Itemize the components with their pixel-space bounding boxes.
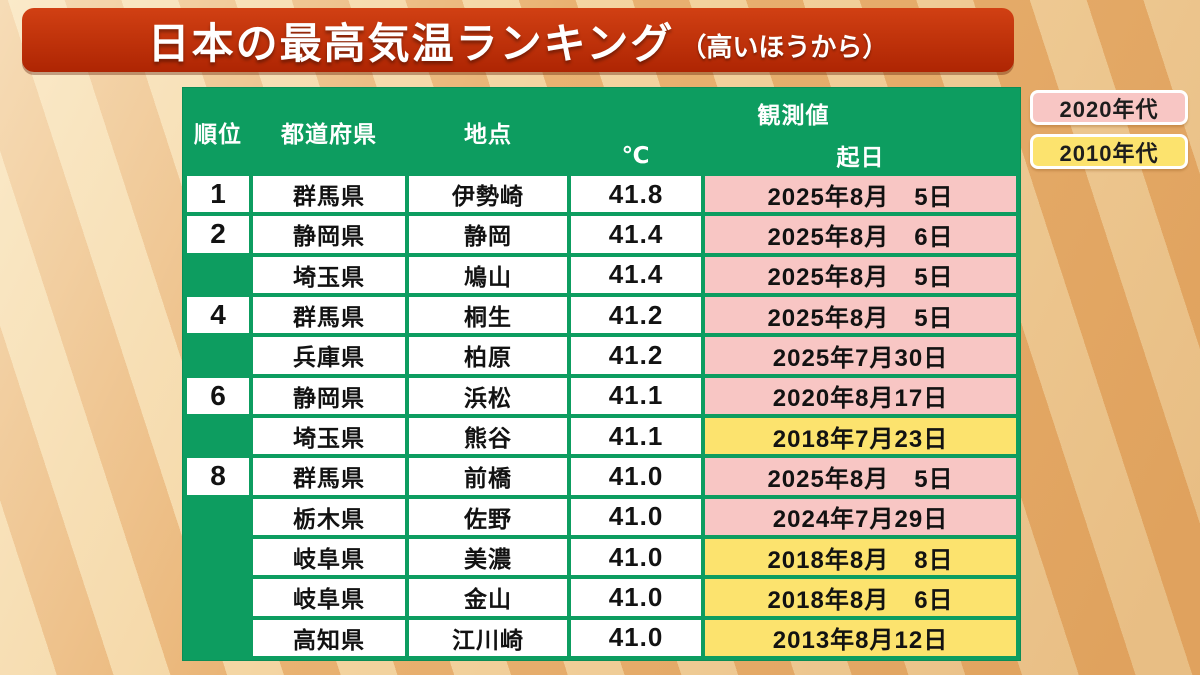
page-title: 日本の最高気温ランキング bbox=[147, 19, 675, 67]
cell-temp: 41.0 bbox=[571, 538, 701, 576]
cell-location: 美濃 bbox=[409, 538, 567, 576]
table-row: 4 群馬県 桐生 41.2 2025年8月 5日 bbox=[187, 296, 1016, 334]
table-row: 埼玉県 熊谷 41.1 2018年7月23日 bbox=[187, 417, 1016, 455]
cell-temp: 41.0 bbox=[571, 498, 701, 535]
header-prefecture: 都道府県 bbox=[253, 92, 405, 172]
cell-date: 2018年8月 6日 bbox=[705, 579, 1016, 616]
ranking-table-container: 順位 都道府県 地点 観測値 ℃ 起日 1 群馬県 伊勢崎 41.8 2025年8月 5… bbox=[183, 88, 1020, 660]
cell-temp: 41.4 bbox=[571, 216, 701, 253]
cell-prefecture: 静岡県 bbox=[253, 377, 405, 414]
cell-temp: 41.4 bbox=[571, 256, 701, 293]
cell-rank bbox=[187, 337, 249, 374]
cell-prefecture: 静岡県 bbox=[253, 216, 405, 253]
cell-temp: 41.1 bbox=[571, 417, 701, 455]
cell-rank bbox=[187, 538, 249, 576]
cell-rank bbox=[187, 256, 249, 293]
cell-rank: 8 bbox=[187, 458, 249, 495]
cell-temp: 41.0 bbox=[571, 579, 701, 616]
table-row: 栃木県 佐野 41.0 2024年7月29日 bbox=[187, 498, 1016, 535]
cell-prefecture: 群馬県 bbox=[253, 296, 405, 334]
cell-location: 前橋 bbox=[409, 458, 567, 495]
cell-rank bbox=[187, 498, 249, 535]
cell-date: 2025年8月 5日 bbox=[705, 458, 1016, 495]
cell-rank: 1 bbox=[187, 176, 249, 213]
cell-temp: 41.8 bbox=[571, 176, 701, 213]
cell-prefecture: 岐阜県 bbox=[253, 579, 405, 616]
cell-location: 浜松 bbox=[409, 377, 567, 414]
table-body: 1 群馬県 伊勢崎 41.8 2025年8月 5日 2 静岡県 静岡 41.4 2025年8月 6… bbox=[187, 176, 1016, 656]
cell-prefecture: 岐阜県 bbox=[253, 538, 405, 576]
cell-date: 2024年7月29日 bbox=[705, 498, 1016, 535]
table-row: 2 静岡県 静岡 41.4 2025年8月 6日 bbox=[187, 216, 1016, 253]
header-temp: ℃ bbox=[571, 138, 701, 172]
cell-date: 2020年8月17日 bbox=[705, 377, 1016, 414]
table-row: 1 群馬県 伊勢崎 41.8 2025年8月 5日 bbox=[187, 176, 1016, 213]
cell-rank bbox=[187, 579, 249, 616]
cell-date: 2025年7月30日 bbox=[705, 337, 1016, 374]
table-row: 高知県 江川崎 41.0 2013年8月12日 bbox=[187, 619, 1016, 656]
table-row: 岐阜県 金山 41.0 2018年8月 6日 bbox=[187, 579, 1016, 616]
title-banner: 日本の最高気温ランキング （高いほうから） bbox=[22, 8, 1014, 72]
cell-rank: 4 bbox=[187, 296, 249, 334]
cell-location: 静岡 bbox=[409, 216, 567, 253]
cell-rank bbox=[187, 619, 249, 656]
legend: 2020年代 2010年代 bbox=[1030, 90, 1188, 169]
table-row: 兵庫県 柏原 41.2 2025年7月30日 bbox=[187, 337, 1016, 374]
header-location: 地点 bbox=[409, 92, 567, 172]
cell-rank: 2 bbox=[187, 216, 249, 253]
table-header: 順位 都道府県 地点 観測値 ℃ 起日 bbox=[187, 92, 1016, 172]
header-observed: 観測値 bbox=[571, 92, 1016, 134]
header-date: 起日 bbox=[705, 138, 1016, 172]
cell-location: 桐生 bbox=[409, 296, 567, 334]
table-row: 埼玉県 鳩山 41.4 2025年8月 5日 bbox=[187, 256, 1016, 293]
cell-temp: 41.0 bbox=[571, 619, 701, 656]
cell-location: 江川崎 bbox=[409, 619, 567, 656]
table-row: 8 群馬県 前橋 41.0 2025年8月 5日 bbox=[187, 458, 1016, 495]
cell-prefecture: 兵庫県 bbox=[253, 337, 405, 374]
ranking-table: 順位 都道府県 地点 観測値 ℃ 起日 1 群馬県 伊勢崎 41.8 2025年8月 5… bbox=[183, 88, 1020, 660]
page-title-note: （高いほうから） bbox=[680, 31, 889, 62]
cell-temp: 41.0 bbox=[571, 458, 701, 495]
legend-2020s: 2020年代 bbox=[1030, 90, 1188, 125]
cell-date: 2018年8月 8日 bbox=[705, 538, 1016, 576]
cell-location: 熊谷 bbox=[409, 417, 567, 455]
cell-prefecture: 群馬県 bbox=[253, 458, 405, 495]
cell-rank: 6 bbox=[187, 377, 249, 414]
cell-prefecture: 高知県 bbox=[253, 619, 405, 656]
cell-date: 2018年7月23日 bbox=[705, 417, 1016, 455]
cell-temp: 41.1 bbox=[571, 377, 701, 414]
cell-date: 2025年8月 5日 bbox=[705, 256, 1016, 293]
cell-prefecture: 埼玉県 bbox=[253, 256, 405, 293]
cell-location: 金山 bbox=[409, 579, 567, 616]
cell-location: 伊勢崎 bbox=[409, 176, 567, 213]
cell-temp: 41.2 bbox=[571, 296, 701, 334]
table-row: 6 静岡県 浜松 41.1 2020年8月17日 bbox=[187, 377, 1016, 414]
cell-date: 2013年8月12日 bbox=[705, 619, 1016, 656]
cell-date: 2025年8月 6日 bbox=[705, 216, 1016, 253]
header-rank: 順位 bbox=[187, 92, 249, 172]
cell-prefecture: 群馬県 bbox=[253, 176, 405, 213]
cell-location: 鳩山 bbox=[409, 256, 567, 293]
cell-date: 2025年8月 5日 bbox=[705, 176, 1016, 213]
cell-location: 佐野 bbox=[409, 498, 567, 535]
legend-2010s: 2010年代 bbox=[1030, 134, 1188, 169]
table-row: 岐阜県 美濃 41.0 2018年8月 8日 bbox=[187, 538, 1016, 576]
cell-prefecture: 栃木県 bbox=[253, 498, 405, 535]
cell-prefecture: 埼玉県 bbox=[253, 417, 405, 455]
cell-location: 柏原 bbox=[409, 337, 567, 374]
cell-temp: 41.2 bbox=[571, 337, 701, 374]
cell-date: 2025年8月 5日 bbox=[705, 296, 1016, 334]
cell-rank bbox=[187, 417, 249, 455]
